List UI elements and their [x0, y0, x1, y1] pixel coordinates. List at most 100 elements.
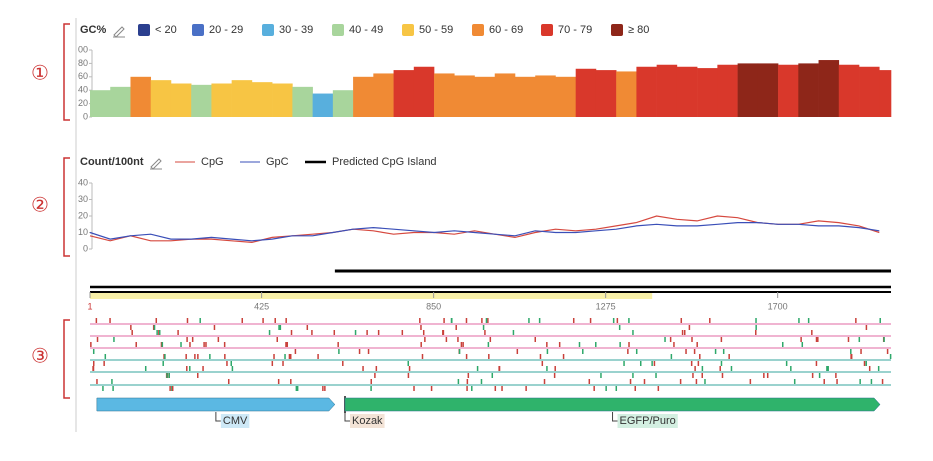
site-tick	[720, 361, 723, 366]
site-tick	[130, 325, 132, 330]
site-tick	[781, 342, 784, 347]
legend-swatch	[402, 24, 414, 36]
gc-bar	[737, 63, 759, 117]
site-tick	[268, 330, 271, 335]
site-tick	[92, 349, 95, 354]
site-tick	[696, 342, 698, 347]
site-tick	[847, 337, 850, 342]
site-tick	[185, 354, 187, 359]
site-tick	[850, 354, 853, 359]
label-connector	[344, 412, 350, 422]
site-tick	[528, 318, 530, 323]
site-tick	[643, 379, 646, 384]
site-tick	[554, 366, 556, 371]
site-tick	[273, 354, 275, 359]
site-tick	[763, 373, 765, 378]
site-tick	[197, 373, 199, 378]
x-tick-label: 1700	[768, 301, 788, 311]
y-tick-label: 0	[83, 111, 88, 121]
site-tick	[366, 330, 368, 335]
x-tick-label: 1275	[596, 301, 616, 311]
site-tick	[374, 373, 376, 378]
site-tick	[290, 330, 293, 335]
gc-bar	[859, 66, 880, 117]
site-tick	[285, 318, 287, 323]
feature-label: Kozak	[352, 415, 383, 427]
bracket	[63, 319, 70, 399]
site-tick	[420, 325, 422, 330]
site-tick	[481, 318, 483, 323]
site-tick	[322, 386, 324, 391]
site-tick	[615, 386, 618, 391]
site-tick	[688, 325, 691, 330]
site-tick	[595, 342, 597, 347]
site-tick	[865, 325, 868, 330]
site-tick	[693, 349, 696, 354]
site-tick	[457, 337, 459, 342]
site-tick	[721, 373, 724, 378]
gc-bar	[312, 93, 334, 117]
label-background	[349, 414, 385, 428]
site-tick	[112, 386, 114, 391]
site-tick	[538, 318, 541, 323]
y-tick-label: 60	[78, 71, 88, 81]
site-tick	[728, 354, 730, 359]
gc-bar	[595, 70, 617, 117]
legend-label: Predicted CpG Island	[332, 156, 437, 168]
site-tick	[166, 373, 168, 378]
site-tick	[699, 354, 701, 359]
site-tick	[489, 337, 492, 342]
site-tick	[276, 337, 278, 342]
site-tick	[354, 330, 357, 335]
x-tick-label: 1	[87, 301, 92, 311]
site-tick	[90, 342, 92, 347]
site-tick	[639, 361, 642, 366]
site-tick	[186, 366, 188, 371]
site-tick	[189, 366, 191, 371]
gc-bar	[393, 70, 415, 117]
site-tick	[811, 330, 813, 335]
gc-bar	[555, 76, 576, 117]
site-tick	[279, 325, 282, 330]
site-tick	[171, 386, 173, 391]
site-tick	[879, 318, 881, 323]
site-tick	[430, 386, 433, 391]
site-tick	[766, 373, 769, 378]
site-tick	[865, 361, 867, 366]
site-tick	[692, 373, 694, 378]
legend-swatch	[541, 24, 553, 36]
site-tick	[572, 318, 575, 323]
gc-bar	[191, 84, 212, 117]
site-tick	[673, 342, 675, 347]
site-tick	[578, 342, 581, 347]
site-tick	[815, 337, 818, 342]
site-tick	[271, 361, 274, 366]
site-tick	[629, 379, 632, 384]
site-tick	[618, 325, 621, 330]
site-tick	[223, 342, 226, 347]
site-tick	[96, 379, 98, 384]
site-tick	[553, 373, 556, 378]
site-tick	[186, 337, 188, 342]
site-tick	[227, 379, 230, 384]
site-tick	[817, 337, 819, 342]
site-tick	[681, 330, 684, 335]
site-tick	[131, 330, 133, 335]
site-tick	[546, 366, 548, 371]
gc-bar	[676, 66, 698, 117]
site-tick	[749, 379, 752, 384]
site-tick	[162, 361, 164, 366]
site-tick	[850, 349, 852, 354]
site-tick	[855, 318, 857, 323]
site-tick	[202, 366, 204, 371]
site-tick	[694, 366, 696, 371]
site-tick	[422, 330, 425, 335]
site-tick	[491, 373, 494, 378]
selection	[90, 292, 653, 299]
site-tick	[534, 337, 537, 342]
site-tick	[442, 330, 445, 335]
site-tick	[883, 337, 885, 342]
site-tick	[306, 325, 309, 330]
site-tick	[835, 373, 837, 378]
legend-label: 60 - 69	[489, 24, 523, 36]
